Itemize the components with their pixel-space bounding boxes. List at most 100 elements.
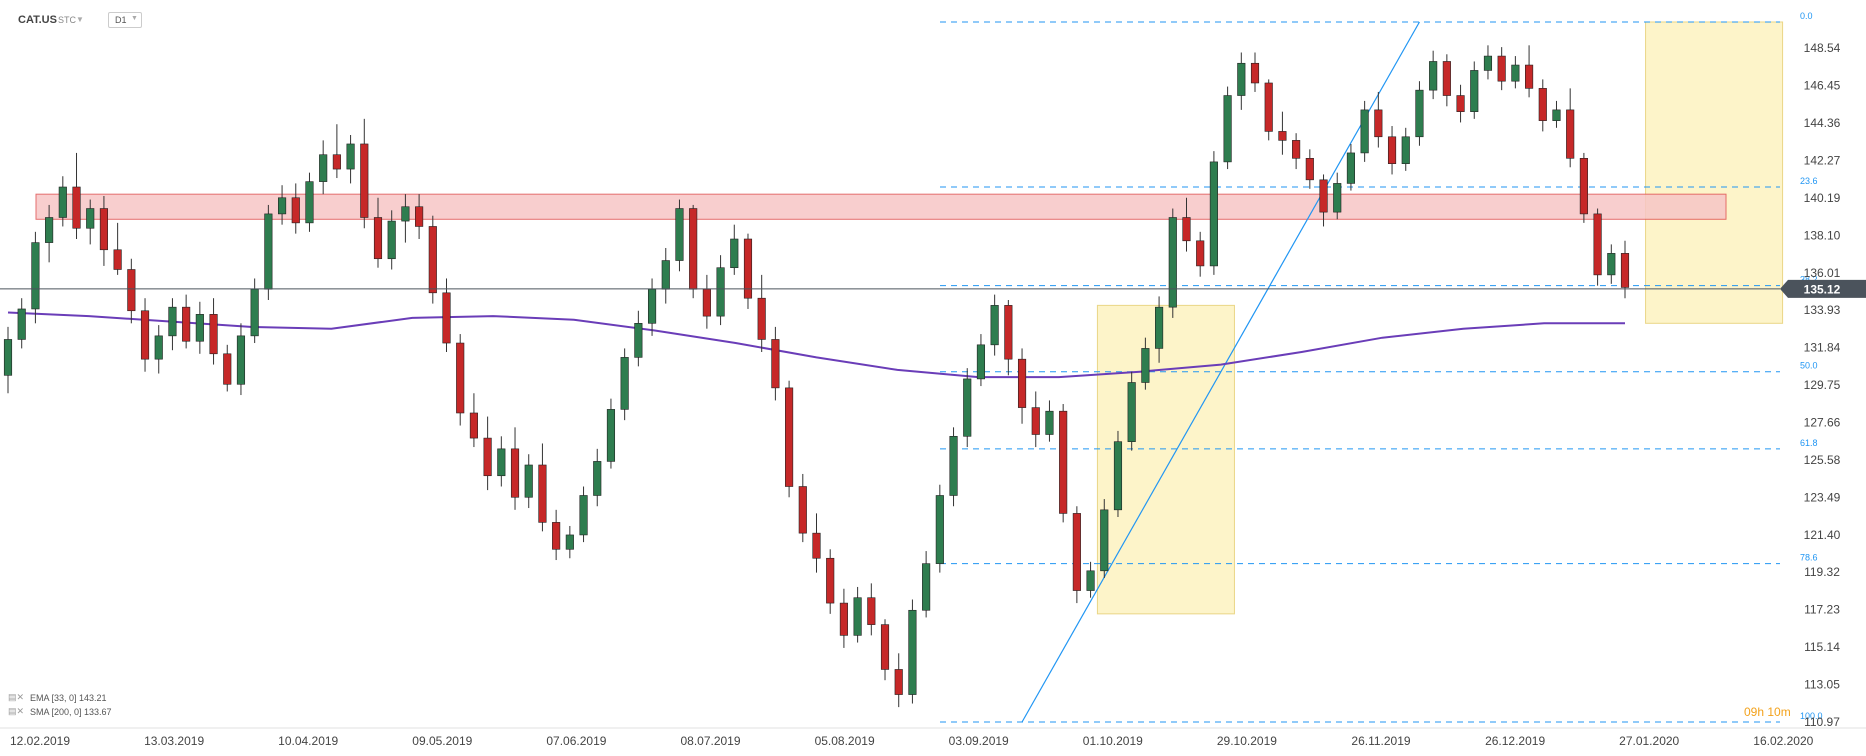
y-tick-label: 113.05 (1804, 678, 1840, 692)
candle (1017, 348, 1027, 424)
candle (1333, 172, 1342, 220)
chart-header: CAT.US STC ▼ D1 ▼ (0, 0, 1780, 40)
candle (1374, 91, 1383, 148)
price-type-label[interactable]: STC (58, 15, 76, 25)
y-axis: 148.54 146.45 144.36 142.27 140.19 138.10 136.… (1804, 41, 1841, 729)
x-tick-label: 07.06.2019 (546, 734, 606, 748)
candle-body (935, 495, 944, 564)
y-tick-label: 131.84 (1804, 341, 1841, 355)
candle-body (195, 314, 204, 342)
candle-body (264, 213, 273, 290)
candle (510, 427, 520, 510)
candle (634, 310, 643, 367)
candle-body (812, 532, 821, 559)
candle (1155, 296, 1164, 363)
candle (456, 334, 465, 426)
candle-body (1004, 305, 1013, 360)
highlight-boxes-layer (1096, 21, 1784, 615)
candle-body (1250, 62, 1260, 84)
candle (1483, 45, 1493, 80)
candle (757, 274, 766, 353)
candle-body (319, 154, 328, 182)
x-tick-label: 01.10.2019 (1083, 734, 1143, 748)
candle-body (1292, 140, 1301, 159)
candle-body (1429, 61, 1438, 91)
candle-body (1607, 253, 1616, 276)
candle (1442, 54, 1451, 107)
candle-body (634, 323, 643, 358)
candle-body (72, 186, 81, 229)
candle (99, 195, 108, 266)
candle-body (1374, 109, 1383, 138)
candle-body (963, 378, 972, 437)
candle (565, 525, 574, 559)
fib-level-label: 78.6 (1800, 553, 1818, 563)
resistance-zone (35, 193, 1727, 220)
y-tick-label: 127.66 (1804, 416, 1841, 430)
candle (1113, 430, 1123, 518)
candle (17, 298, 26, 349)
candle-body (757, 297, 766, 340)
candle (72, 152, 81, 240)
candle-body (3, 339, 13, 376)
candle (86, 199, 95, 245)
candle (579, 486, 588, 543)
candle-body (223, 353, 232, 385)
candle (963, 368, 972, 448)
candle (1292, 133, 1301, 170)
fib-level-label: 100.0 (1800, 711, 1823, 721)
symbol-label[interactable]: CAT.US (18, 14, 57, 26)
candle-body (1059, 410, 1068, 514)
candle (785, 380, 794, 498)
y-tick-label: 125.58 (1804, 453, 1841, 467)
candle-body (1155, 306, 1164, 349)
timeframe-selector[interactable]: D1 ▼ (108, 12, 142, 28)
candle-body (373, 217, 383, 260)
candle (1278, 111, 1287, 155)
candle (990, 294, 999, 356)
y-tick-label: 123.49 (1804, 490, 1841, 504)
x-tick-label: 05.08.2019 (815, 734, 875, 748)
candle-body (415, 206, 424, 227)
candle-body (1387, 136, 1397, 164)
candle (908, 599, 917, 704)
candle (1319, 174, 1328, 227)
candle-body (675, 208, 684, 261)
candle (1182, 197, 1191, 252)
candle (1168, 208, 1177, 318)
candle (58, 176, 67, 227)
candle-body (497, 448, 506, 477)
candle-body (291, 197, 300, 224)
candle-body (1442, 61, 1451, 96)
candle-body (1264, 82, 1273, 132)
indicator-icon[interactable]: ▤✕ (8, 692, 24, 702)
price-type-dropdown-icon[interactable]: ▼ (76, 15, 84, 24)
candle-body (510, 448, 520, 498)
candle (1346, 143, 1356, 191)
y-tick-label: 115.14 (1804, 640, 1840, 654)
y-tick-label: 133.93 (1804, 303, 1841, 317)
candle (1072, 506, 1081, 604)
candle-body (922, 563, 931, 611)
x-tick-label: 10.04.2019 (278, 734, 338, 748)
trendline-layer (1021, 21, 1420, 723)
candle (182, 294, 191, 349)
candle-body (1209, 161, 1218, 267)
candle (1223, 86, 1232, 170)
candle-body (1346, 152, 1356, 184)
candle (1525, 45, 1534, 98)
x-tick-label: 09.05.2019 (412, 734, 472, 748)
indicator-icon[interactable]: ▤✕ (8, 706, 24, 716)
candle-body (1525, 64, 1534, 89)
x-axis: 12.02.2019 13.03.2019 10.04.2019 09.05.2019… (0, 727, 1866, 748)
candle (1209, 151, 1218, 275)
x-tick-label: 16.02.2020 (1753, 734, 1813, 748)
candle-body (552, 522, 561, 550)
candle-body (1415, 89, 1424, 138)
candle-body (785, 387, 794, 487)
candle-body (86, 208, 95, 229)
candle-body (524, 464, 533, 498)
candle (1141, 337, 1150, 390)
candle (798, 473, 807, 543)
